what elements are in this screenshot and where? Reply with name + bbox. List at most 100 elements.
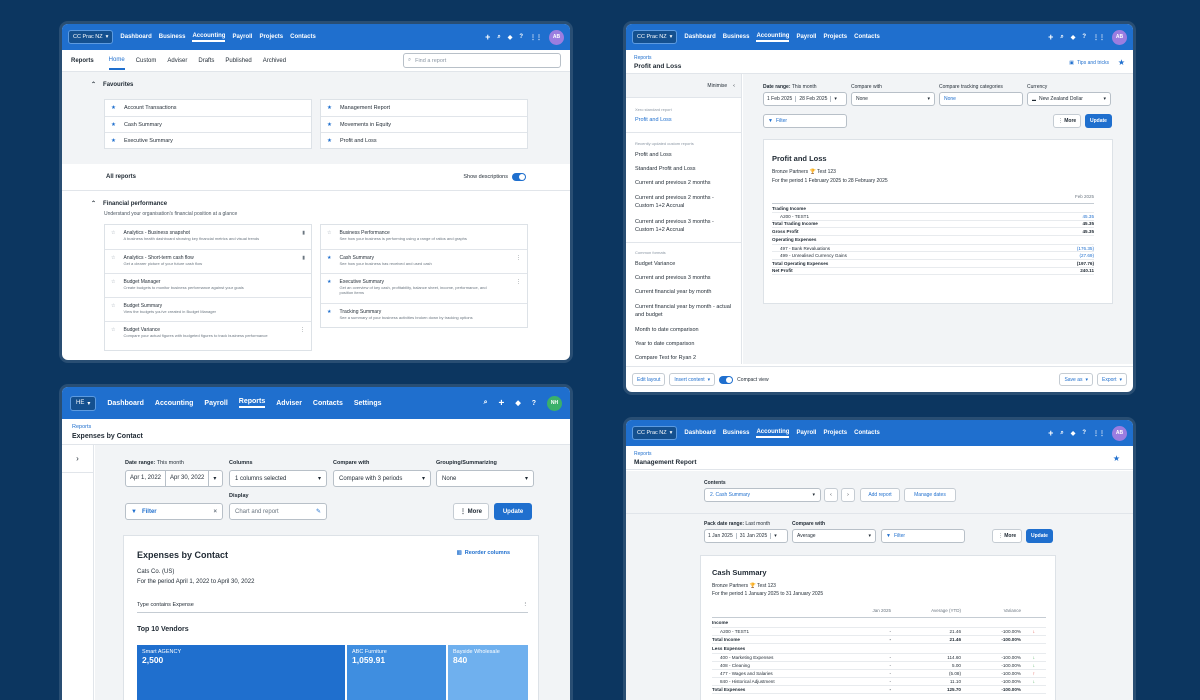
sidebar-item[interactable]: Current financial year by month - actual…: [635, 304, 731, 318]
report-item[interactable]: ☆ Analytics - Business snapshot A business…: [105, 225, 311, 249]
star-outline-icon[interactable]: ☆: [111, 279, 116, 285]
nav-contacts[interactable]: Contacts: [854, 430, 880, 436]
nav-payroll[interactable]: Payroll: [796, 34, 817, 40]
vendor-tile[interactable]: Smart AGENCY 2,500: [137, 645, 345, 700]
compare-select[interactable]: Average ▾: [792, 529, 876, 543]
tips-link[interactable]: ▣ Tips and tricks: [1069, 60, 1109, 66]
star-icon[interactable]: ★: [111, 105, 116, 111]
collapse-icon[interactable]: ⌃: [91, 201, 97, 207]
more-button[interactable]: ⋮ More: [1053, 114, 1081, 128]
table-row[interactable]: 840 - Historical Adjustment - 11.10 -100.00…: [712, 678, 1046, 686]
filter-button[interactable]: ▼ Filter ×: [125, 503, 223, 520]
search-icon[interactable]: ⌕: [497, 33, 501, 40]
add-icon[interactable]: +: [1048, 428, 1054, 438]
export-button[interactable]: Export ▾: [1097, 373, 1127, 386]
nav-contacts[interactable]: Contacts: [854, 34, 880, 40]
table-row[interactable]: A200 - TEST1 45.35: [772, 213, 1094, 221]
update-button[interactable]: Update: [1085, 114, 1112, 128]
nav-dashboard[interactable]: Dashboard: [684, 430, 716, 436]
breadcrumb[interactable]: Reports: [634, 451, 652, 457]
bell-icon[interactable]: ◆: [507, 34, 513, 41]
nav-business[interactable]: Business: [158, 34, 186, 40]
bell-icon[interactable]: ◆: [515, 400, 521, 407]
org-switcher[interactable]: CC Prac NZ ▾: [68, 30, 114, 44]
insert-content-button[interactable]: Insert content ▾: [669, 373, 716, 386]
vendor-tile[interactable]: Bayside Wholesale 840: [448, 645, 528, 700]
sidebar-item[interactable]: Current and previous 3 months: [635, 275, 711, 281]
grouping-select[interactable]: None ▾: [436, 470, 534, 487]
report-item[interactable]: ☆ Budget Manager Create budgets to monitor…: [105, 273, 311, 297]
tab-published[interactable]: Published: [225, 57, 252, 64]
sidebar-item[interactable]: Current and previous 2 months: [635, 180, 711, 186]
nav-reports[interactable]: Reports: [238, 398, 266, 408]
bell-icon[interactable]: ◆: [1070, 34, 1076, 41]
report-item[interactable]: ☆ Business Performance See how your busine…: [321, 225, 527, 249]
avatar[interactable]: NH: [547, 395, 562, 411]
star-icon[interactable]: ★: [111, 121, 116, 128]
nav-dashboard[interactable]: Dashboard: [120, 34, 152, 40]
sidebar-item-profit-loss[interactable]: Profit and Loss: [626, 114, 741, 133]
star-icon[interactable]: ★: [111, 137, 116, 144]
report-item[interactable]: ★ Tracking Summary See a summary of your b…: [321, 303, 527, 327]
nav-payroll[interactable]: Payroll: [232, 34, 253, 40]
columns-select[interactable]: 1 columns selected ▾: [229, 470, 327, 487]
help-icon[interactable]: ?: [1082, 34, 1086, 40]
add-icon[interactable]: +: [485, 32, 491, 42]
nav-dashboard[interactable]: Dashboard: [684, 34, 716, 40]
collapse-icon[interactable]: ⌃: [91, 82, 97, 88]
row-value[interactable]: 45.35: [1082, 213, 1095, 219]
contents-select[interactable]: 2. Cash Summary ▾: [704, 488, 821, 502]
report-item[interactable]: ★ Executive Summary Get an overview of key…: [321, 273, 527, 303]
show-descriptions-toggle[interactable]: [512, 173, 526, 181]
currency-select[interactable]: ▬ New Zealand Dollar ▾: [1027, 92, 1111, 106]
nav-accounting[interactable]: Accounting: [756, 33, 790, 42]
help-icon[interactable]: ?: [531, 399, 536, 407]
sidebar-item[interactable]: Compare Test for Ryan 2: [635, 355, 697, 361]
breadcrumb[interactable]: Reports: [72, 424, 92, 430]
more-icon[interactable]: ⋮: [522, 601, 529, 608]
report-item[interactable]: ☆ Budget Variance Compare your actual figu…: [105, 321, 311, 350]
nav-settings[interactable]: Settings: [353, 399, 382, 407]
table-row[interactable]: 499 - Unrealised Currency Gains (27.69): [772, 252, 1094, 260]
sidebar-item[interactable]: Current and previous 3 months - Custom 1…: [626, 214, 741, 243]
nav-contacts[interactable]: Contacts: [312, 399, 343, 407]
sidebar-item[interactable]: Standard Profit and Loss: [635, 166, 696, 172]
star-icon[interactable]: ★: [327, 309, 332, 315]
sidebar-item[interactable]: Year to date comparison: [635, 341, 695, 347]
avatar[interactable]: AB: [1112, 425, 1127, 441]
nav-accounting[interactable]: Accounting: [154, 399, 194, 407]
star-icon[interactable]: ★: [327, 105, 332, 111]
compare-select[interactable]: None ▾: [851, 92, 935, 106]
compact-toggle[interactable]: [719, 375, 734, 384]
more-icon[interactable]: ⋮: [300, 327, 305, 333]
nav-payroll[interactable]: Payroll: [204, 399, 228, 407]
filter-button[interactable]: ▼ Filter: [881, 529, 965, 543]
sidebar-item[interactable]: Budget Variance: [635, 261, 676, 267]
fav-item[interactable]: ★ Management Report: [327, 105, 391, 111]
update-button[interactable]: Update: [494, 503, 532, 520]
star-icon[interactable]: ★: [327, 121, 332, 128]
org-switcher[interactable]: CC Prac NZ ▾: [632, 426, 678, 440]
nav-projects[interactable]: Projects: [823, 34, 848, 40]
add-icon[interactable]: +: [1048, 32, 1054, 42]
tab-adviser[interactable]: Adviser: [167, 57, 188, 64]
date-range-input[interactable]: Apr 1, 2022 Apr 30, 2022 ▾: [125, 470, 223, 487]
save-as-button[interactable]: Save as ▾: [1059, 373, 1094, 386]
star-outline-icon[interactable]: ☆: [111, 303, 116, 309]
star-icon[interactable]: ★: [327, 279, 332, 285]
date-range-input[interactable]: 1 Jan 2025 31 Jan 2025 ▾: [704, 529, 788, 543]
more-button[interactable]: ⋮ More: [992, 529, 1022, 543]
report-item[interactable]: ☆ Analytics - Short-term cash flow Get a c…: [105, 249, 311, 273]
star-icon[interactable]: ★: [327, 255, 332, 261]
tab-home[interactable]: Home: [108, 52, 125, 70]
search-input[interactable]: ⌕ Find a report: [403, 53, 561, 68]
next-button[interactable]: ›: [841, 488, 855, 502]
table-row[interactable]: 400 - Marketing Expenses - 114.60 -100.00% ↓: [712, 654, 1046, 662]
nav-projects[interactable]: Projects: [823, 430, 848, 436]
nav-projects[interactable]: Projects: [259, 34, 284, 40]
more-button[interactable]: ⋮ More: [453, 503, 489, 520]
favourite-star-icon[interactable]: ★: [1112, 454, 1120, 463]
fav-item[interactable]: ★ Account Transactions: [111, 105, 177, 111]
fav-item[interactable]: ★ Profit and Loss: [321, 132, 527, 148]
fav-item[interactable]: ★ Executive Summary: [105, 132, 311, 148]
